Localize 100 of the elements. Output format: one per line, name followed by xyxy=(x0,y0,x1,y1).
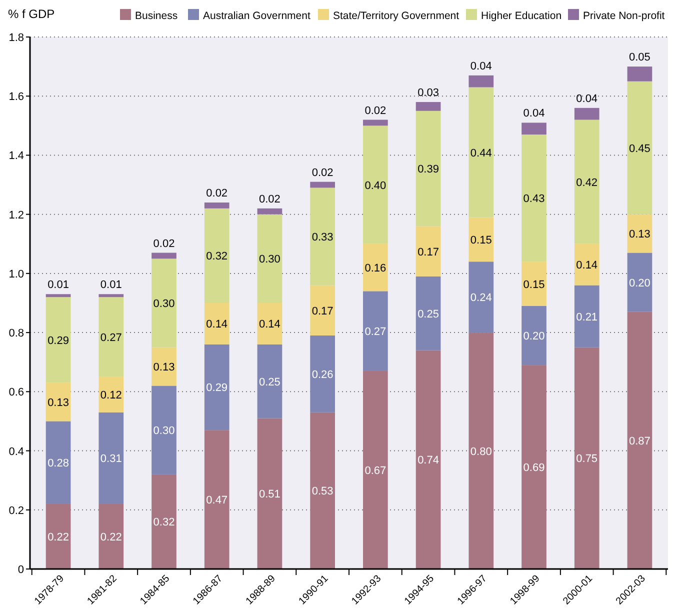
bar xyxy=(363,120,388,126)
data-label: 0.42 xyxy=(576,176,598,189)
y-tick-label: 0 xyxy=(18,564,24,576)
data-label: 0.02 xyxy=(312,166,334,179)
data-label: 0.02 xyxy=(364,104,386,117)
data-label: 0.15 xyxy=(470,234,492,246)
legend-label: Higher Education xyxy=(481,10,562,22)
data-label: 0.12 xyxy=(100,390,122,402)
bar xyxy=(46,504,71,569)
data-label: 0.43 xyxy=(523,193,545,206)
y-tick-label: 1.8 xyxy=(8,32,24,44)
bar xyxy=(204,202,230,208)
data-label: 0.47 xyxy=(206,494,228,507)
data-label: 0.32 xyxy=(153,516,175,529)
y-tick-label: 1.2 xyxy=(8,209,24,222)
bar xyxy=(98,297,124,377)
bar xyxy=(574,347,600,569)
bar xyxy=(204,430,230,569)
bar xyxy=(98,412,124,504)
data-label: 0.31 xyxy=(100,453,122,466)
data-label: 0.02 xyxy=(153,238,175,250)
bar xyxy=(574,285,600,348)
bar xyxy=(627,312,652,569)
bar xyxy=(468,332,494,569)
bar xyxy=(468,262,494,333)
bar xyxy=(363,126,388,244)
bar xyxy=(257,344,282,418)
bar xyxy=(468,217,494,262)
bar xyxy=(257,303,282,344)
data-label: 0.14 xyxy=(206,318,228,331)
data-label: 0.20 xyxy=(629,277,650,290)
bar xyxy=(204,344,230,430)
data-label: 0.01 xyxy=(100,279,122,292)
data-label: 0.05 xyxy=(629,52,650,64)
legend-label: Private Non-profit xyxy=(583,10,665,22)
data-label: 0.30 xyxy=(153,298,175,310)
data-label: 0.44 xyxy=(470,147,492,160)
data-label: 0.53 xyxy=(312,486,334,498)
y-tick-label: 1.4 xyxy=(8,150,24,162)
data-label: 0.14 xyxy=(576,260,598,272)
bar xyxy=(522,262,546,306)
data-label: 0.33 xyxy=(312,232,334,244)
data-label: 0.29 xyxy=(48,334,69,347)
bar xyxy=(257,214,282,303)
data-label: 0.15 xyxy=(523,278,545,291)
legend-label: Business xyxy=(135,10,178,22)
data-label: 0.30 xyxy=(153,425,175,438)
bar xyxy=(416,226,441,276)
data-label: 0.25 xyxy=(259,376,280,388)
data-label: 0.25 xyxy=(418,308,439,320)
bar xyxy=(522,306,546,366)
bar xyxy=(46,294,71,298)
bar xyxy=(522,122,546,135)
bar xyxy=(310,182,335,188)
bar xyxy=(363,291,388,371)
data-label: 0.74 xyxy=(418,454,439,467)
data-label: 0.28 xyxy=(48,458,69,470)
data-label: 0.30 xyxy=(259,254,280,266)
bar xyxy=(204,208,230,303)
data-label: 0.39 xyxy=(418,164,439,176)
bar xyxy=(152,386,176,474)
legend-label: Australian Government xyxy=(203,10,310,22)
data-label: 0.21 xyxy=(576,311,598,324)
y-tick-label: 0.6 xyxy=(8,386,24,399)
data-label: 0.04 xyxy=(470,60,492,72)
data-label: 0.17 xyxy=(312,305,334,318)
bar xyxy=(627,81,652,214)
bar xyxy=(310,188,335,286)
bar xyxy=(98,376,124,412)
bar xyxy=(98,504,124,569)
data-label: 0.02 xyxy=(259,193,280,206)
bar xyxy=(46,421,71,504)
data-label: 0.26 xyxy=(312,368,334,381)
data-label: 0.01 xyxy=(48,279,69,292)
bar xyxy=(574,244,600,286)
data-label: 0.20 xyxy=(523,330,545,343)
data-label: 0.04 xyxy=(523,108,545,120)
bar xyxy=(257,418,282,569)
data-label: 0.27 xyxy=(364,326,386,338)
data-label: 0.40 xyxy=(364,180,386,192)
bar xyxy=(310,336,335,412)
bar xyxy=(574,120,600,244)
legend-label: State/Territory Government xyxy=(333,10,460,22)
y-tick-label: 1.0 xyxy=(8,268,24,280)
data-label: 0.14 xyxy=(259,318,280,331)
bar xyxy=(152,252,176,259)
data-label: 0.80 xyxy=(470,446,492,458)
y-tick-label: 0.2 xyxy=(8,504,24,517)
y-axis-title: % f GDP xyxy=(8,7,55,21)
data-label: 0.24 xyxy=(470,292,492,304)
bar xyxy=(204,303,230,344)
data-label: 0.22 xyxy=(100,531,122,544)
data-label: 0.29 xyxy=(206,382,228,394)
bar xyxy=(416,110,441,226)
bar xyxy=(627,252,652,312)
bar xyxy=(468,75,494,88)
bar xyxy=(152,474,176,569)
bar xyxy=(468,87,494,218)
bar xyxy=(574,108,600,120)
data-label: 0.32 xyxy=(206,250,228,263)
